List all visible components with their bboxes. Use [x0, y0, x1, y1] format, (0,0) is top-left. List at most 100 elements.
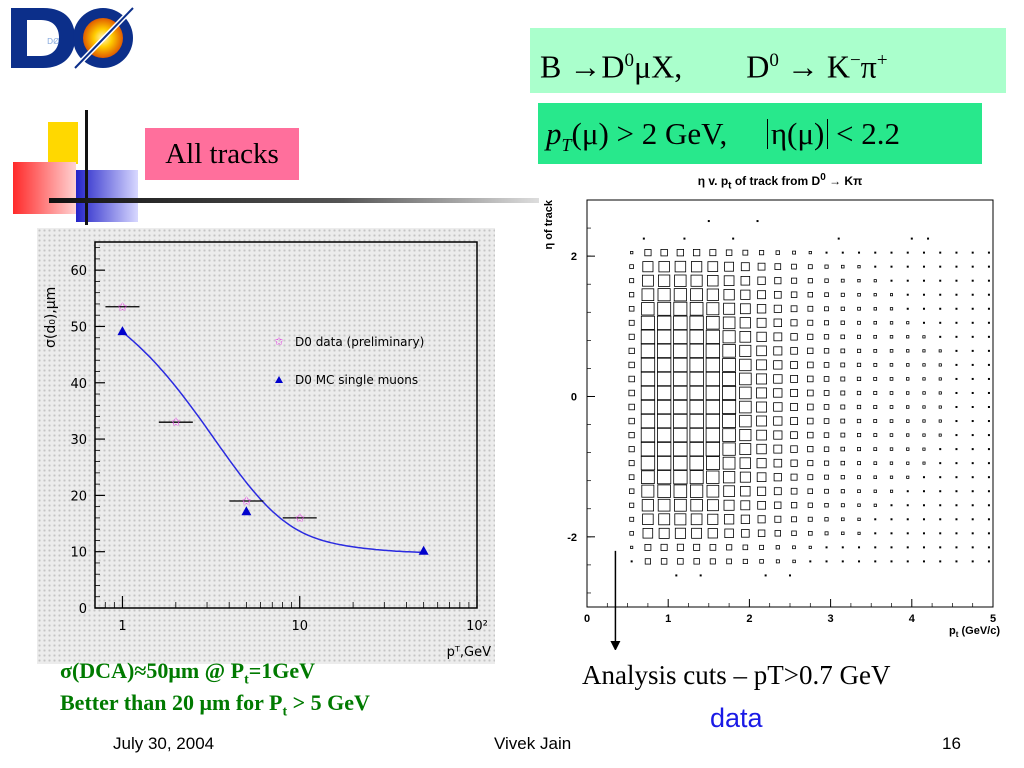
heatmap-box [873, 362, 878, 367]
formula-b: B [540, 48, 562, 85]
footer-author: Vivek Jain [494, 734, 572, 753]
heatmap-dot [890, 504, 893, 507]
heatmap-dot [910, 237, 913, 240]
formula-arrow-2: → [786, 48, 819, 85]
heatmap-box [707, 528, 718, 539]
heatmap-box [658, 513, 671, 526]
heatmap-box [857, 265, 861, 269]
heatmap-box [657, 441, 672, 457]
heatmap-box [873, 461, 878, 465]
heatmap-dot [987, 391, 990, 394]
heatmap-box [790, 361, 798, 369]
heatmap-box [759, 559, 764, 564]
heatmap-dot [971, 504, 974, 507]
heatmap-box [807, 460, 814, 467]
heatmap-box [692, 249, 701, 257]
heatmap-dot [922, 504, 925, 507]
heatmap-box [857, 489, 861, 493]
heatmap-box [705, 413, 721, 429]
heatmap-box [775, 545, 780, 550]
heatmap-box [856, 334, 861, 339]
heatmap-box [806, 403, 814, 411]
heatmap-box [691, 527, 703, 539]
heatmap-dot [987, 307, 990, 310]
heatmap-box [840, 306, 845, 311]
heatmap-box [722, 316, 736, 330]
heatmap-box [657, 399, 672, 415]
heatmap-box [889, 419, 894, 423]
heatmap-box [658, 274, 671, 287]
heatmap-box [641, 302, 655, 316]
heatmap-box [889, 405, 894, 409]
heatmap-box [742, 544, 749, 551]
heatmap-box [790, 347, 798, 355]
heatmap-box [938, 349, 942, 353]
heatmap-dot [939, 448, 942, 451]
heatmap-dot [939, 307, 942, 310]
mc-point-triangle [117, 326, 128, 336]
dca-chart-svg: 0 10 20 30 40 50 60 1 10 10² pᵀ,GeV σ(d₀),μm ✩ ✩ ✩ ✩ ✩ D0… [43, 241, 491, 660]
heatmap-box [690, 513, 703, 526]
heatmap-dot [939, 335, 942, 338]
heatmap-dot [971, 293, 974, 296]
heatmap-dot [922, 476, 925, 479]
formula-pi: π [860, 48, 877, 85]
eta-pt-chart-svg: 0 1 2 3 4 5 -2 0 2 pt (GeV/c) η of track [543, 199, 1000, 651]
heatmap-box [790, 431, 798, 439]
heatmap-box [689, 470, 704, 485]
heatmap-box [740, 276, 751, 286]
heatmap-dot [955, 546, 958, 549]
heatmap-box [705, 329, 720, 344]
heatmap-box [673, 455, 688, 471]
heatmap-box [873, 405, 878, 409]
heatmap-dot [922, 560, 925, 563]
heatmap-box [773, 318, 782, 327]
formula-p: p [546, 116, 562, 151]
x-tick-label: 3 [828, 613, 834, 625]
heatmap-box [690, 288, 704, 302]
heatmap-box [676, 543, 684, 551]
heatmap-box [739, 317, 751, 329]
heatmap-box [756, 443, 767, 455]
heatmap-box [823, 362, 830, 368]
heatmap-dot [955, 307, 958, 310]
heatmap-box [773, 291, 782, 299]
formula-arrow-1: → [569, 48, 602, 85]
heatmap-box [657, 484, 671, 498]
heatmap-box [673, 427, 688, 443]
heatmap-dot [971, 307, 974, 310]
heatmap-box [628, 417, 635, 425]
x-tick-label: 5 [990, 613, 996, 625]
heatmap-dot [987, 546, 990, 549]
heatmap-box [790, 374, 799, 383]
heatmap-box [723, 499, 735, 511]
deco-vertical-line [85, 110, 88, 225]
heatmap-box [806, 375, 814, 383]
heatmap-dot [809, 560, 812, 563]
heatmap-box [660, 558, 668, 565]
heatmap-box [673, 329, 688, 345]
heatmap-box [807, 488, 813, 494]
x-tick-label: 10² [466, 619, 488, 634]
heatmap-dot [971, 546, 974, 549]
data-point-star: ✩ [295, 511, 305, 525]
heatmap-box [823, 460, 830, 466]
heatmap-box [742, 249, 749, 256]
heatmap-box [739, 372, 752, 386]
heatmap-box [660, 249, 668, 257]
heatmap-box [756, 359, 767, 371]
formula-eta: η(μ) [766, 118, 829, 149]
heatmap-box [807, 530, 813, 536]
heatmap-dot [764, 574, 767, 577]
heatmap-box [775, 250, 780, 255]
heatmap-dot [890, 279, 893, 282]
y-tick-label: 50 [70, 320, 87, 335]
heatmap-dot [825, 251, 828, 254]
heatmap-dot [971, 377, 974, 380]
heatmap-dot [874, 518, 877, 521]
heatmap-box [722, 442, 736, 456]
heatmap-box [628, 361, 635, 369]
heatmap-dot [906, 293, 909, 296]
heatmap-box [689, 371, 704, 387]
heatmap-box [774, 263, 782, 270]
